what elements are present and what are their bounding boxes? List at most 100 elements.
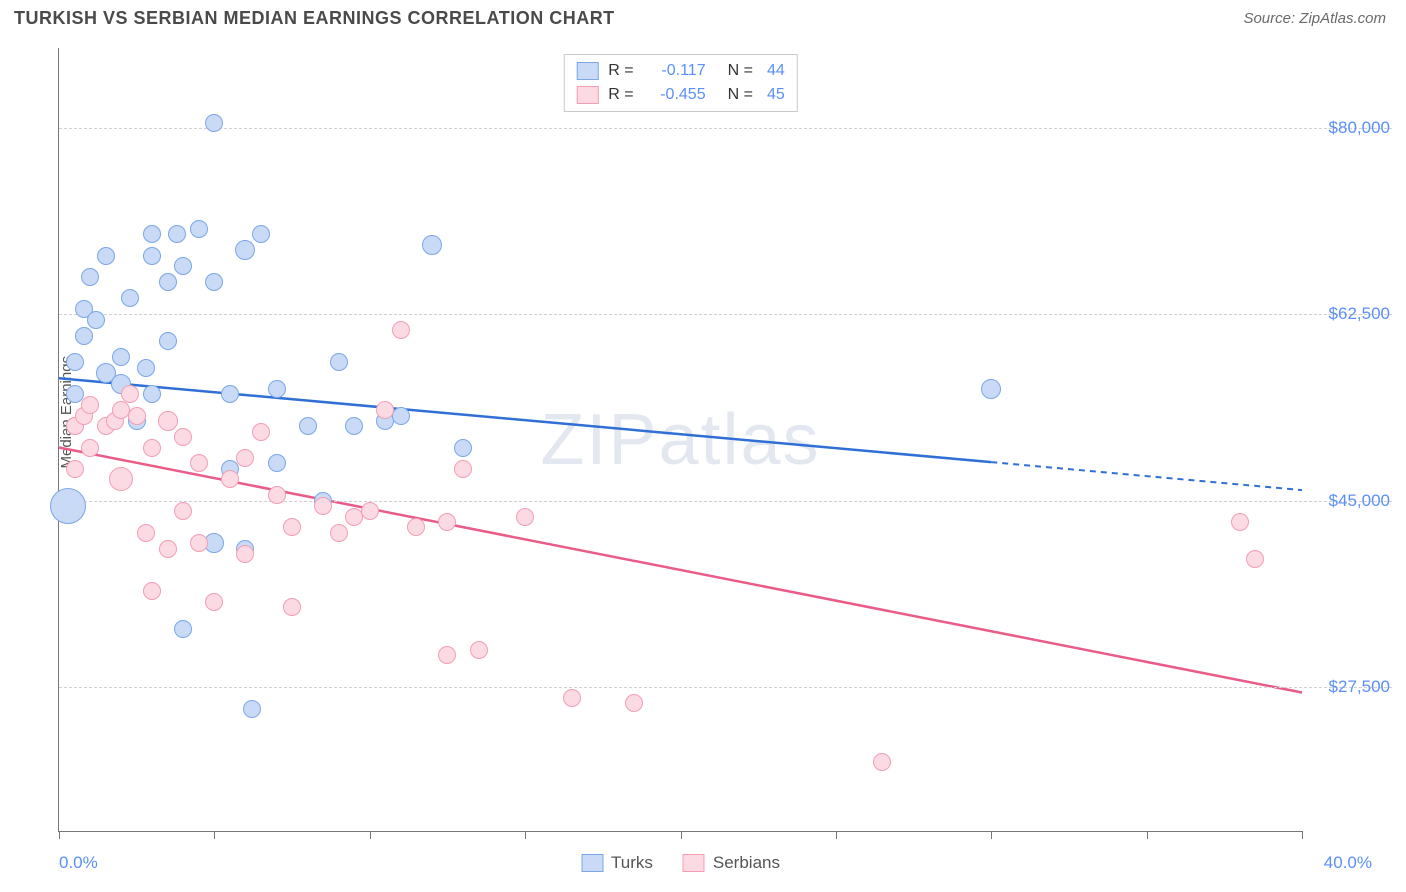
scatter-point: [283, 518, 301, 536]
scatter-point: [438, 513, 456, 531]
scatter-point: [174, 620, 192, 638]
scatter-point: [235, 240, 255, 260]
scatter-point: [1246, 550, 1264, 568]
scatter-point: [252, 225, 270, 243]
scatter-point: [422, 235, 442, 255]
x-tick: [1147, 831, 1148, 839]
scatter-point: [143, 247, 161, 265]
scatter-point: [121, 385, 139, 403]
scatter-point: [438, 646, 456, 664]
scatter-point: [159, 332, 177, 350]
scatter-point: [470, 641, 488, 659]
scatter-point: [236, 449, 254, 467]
plot-area: ZIPatlas R =-0.117N =44R =-0.455N =45 Tu…: [58, 48, 1302, 832]
scatter-point: [97, 247, 115, 265]
scatter-point: [361, 502, 379, 520]
scatter-point: [66, 353, 84, 371]
x-min-label: 0.0%: [59, 853, 98, 873]
scatter-point: [190, 454, 208, 472]
chart-source: Source: ZipAtlas.com: [1243, 10, 1386, 27]
y-tick-label: $45,000: [1329, 491, 1390, 511]
scatter-point: [143, 439, 161, 457]
scatter-point: [158, 411, 178, 431]
chart-title: TURKISH VS SERBIAN MEDIAN EARNINGS CORRE…: [14, 8, 615, 29]
scatter-point: [143, 385, 161, 403]
scatter-point: [252, 423, 270, 441]
scatter-point: [407, 518, 425, 536]
gridline-h: [59, 128, 1392, 129]
scatter-point: [159, 540, 177, 558]
x-max-label: 40.0%: [1324, 853, 1372, 873]
scatter-point: [330, 524, 348, 542]
scatter-point: [66, 460, 84, 478]
legend-n-value: 45: [767, 83, 785, 107]
gridline-h: [59, 314, 1392, 315]
scatter-point: [50, 488, 86, 524]
watermark: ZIPatlas: [540, 399, 820, 481]
legend-swatch: [576, 62, 598, 80]
scatter-point: [981, 379, 1001, 399]
x-tick: [681, 831, 682, 839]
scatter-point: [221, 385, 239, 403]
scatter-point: [1231, 513, 1249, 531]
legend-swatch: [576, 86, 598, 104]
scatter-point: [205, 114, 223, 132]
gridline-h: [59, 687, 1392, 688]
scatter-point: [268, 486, 286, 504]
y-tick-label: $80,000: [1329, 118, 1390, 138]
scatter-point: [205, 273, 223, 291]
scatter-point: [236, 545, 254, 563]
x-tick: [991, 831, 992, 839]
scatter-point: [454, 460, 472, 478]
scatter-point: [137, 524, 155, 542]
scatter-point: [190, 534, 208, 552]
scatter-point: [314, 497, 332, 515]
x-tick: [214, 831, 215, 839]
scatter-point: [109, 467, 133, 491]
legend-series-item: Turks: [581, 853, 653, 873]
scatter-point: [376, 401, 394, 419]
gridline-h: [59, 501, 1392, 502]
legend-corr-row: R =-0.455N =45: [576, 83, 784, 107]
scatter-point: [454, 439, 472, 457]
scatter-point: [81, 396, 99, 414]
scatter-point: [205, 593, 223, 611]
legend-series-name: Serbians: [713, 853, 780, 873]
scatter-point: [137, 359, 155, 377]
scatter-point: [190, 220, 208, 238]
scatter-point: [75, 327, 93, 345]
scatter-point: [345, 417, 363, 435]
scatter-point: [268, 454, 286, 472]
scatter-point: [174, 257, 192, 275]
scatter-point: [174, 428, 192, 446]
scatter-point: [243, 700, 261, 718]
legend-series-name: Turks: [611, 853, 653, 873]
legend-series-item: Serbians: [683, 853, 780, 873]
legend-n-label: N =: [728, 59, 753, 83]
scatter-point: [112, 348, 130, 366]
scatter-point: [121, 289, 139, 307]
x-tick: [525, 831, 526, 839]
x-tick: [59, 831, 60, 839]
legend-swatch: [683, 854, 705, 872]
y-tick-label: $27,500: [1329, 677, 1390, 697]
legend-swatch: [581, 854, 603, 872]
scatter-point: [81, 439, 99, 457]
legend-correlation: R =-0.117N =44R = -0.455 N = 45: [563, 54, 797, 112]
scatter-point: [143, 225, 161, 243]
scatter-point: [221, 470, 239, 488]
legend-n-label: N =: [728, 83, 753, 107]
scatter-point: [87, 311, 105, 329]
scatter-point: [81, 268, 99, 286]
scatter-point: [159, 273, 177, 291]
legend-series: Turks Serbians: [581, 853, 780, 873]
x-tick: [370, 831, 371, 839]
legend-r-value: -0.455: [648, 83, 706, 107]
scatter-point: [299, 417, 317, 435]
scatter-point: [563, 689, 581, 707]
scatter-point: [168, 225, 186, 243]
legend-corr-row: R =-0.117N =44: [576, 59, 784, 83]
legend-r-label: R =: [608, 59, 633, 83]
x-tick: [1302, 831, 1303, 839]
scatter-point: [516, 508, 534, 526]
